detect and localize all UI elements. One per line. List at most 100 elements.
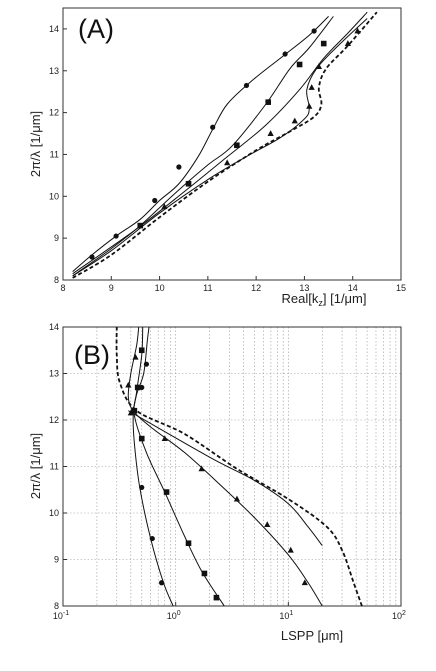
panel-a-square-marker: [265, 99, 272, 105]
panel-a-triangle-marker: [267, 130, 274, 136]
panel-b-y-tick-label: 12: [49, 415, 59, 425]
panel-b-y-tick-label: 8: [54, 601, 59, 611]
panel-b-label: (B): [74, 340, 110, 370]
panel-a-x-tick-label: 15: [396, 283, 406, 293]
panel-a-y-tick-label: 12: [49, 108, 59, 118]
panel-a-x-tick-label: 13: [299, 283, 309, 293]
panel-b-series: [115, 326, 363, 607]
panel-a-y-tick-label: 9: [54, 233, 59, 243]
panel-b-circle-marker: [143, 361, 150, 367]
panel-b-triangle-marker: [264, 521, 271, 528]
panel-a-y-tick-label: 10: [49, 191, 59, 201]
panel-b-triangle-marker: [161, 435, 168, 441]
panel-b-square-marker: [163, 489, 170, 495]
panel-a-series-line: [72, 16, 329, 273]
panel-b-triangle-marker: [233, 495, 241, 502]
panel-a-circle-marker: [176, 164, 182, 170]
panel-a-circle-marker: [152, 197, 158, 204]
panel-b-square-marker: [213, 594, 220, 601]
panel-a-square-marker: [234, 142, 240, 149]
panel-b-x-axis-label: LSPP [μm]: [281, 628, 343, 643]
panel-a-x-tick-label: 8: [60, 283, 65, 293]
panel-b-square-marker: [138, 347, 145, 354]
panel-b-circle-marker: [158, 580, 165, 586]
panel-a-x-axis-label-subscript: z: [318, 298, 323, 308]
panel-a-series: [72, 11, 378, 279]
panel-a-x-tick-label: 9: [109, 283, 114, 293]
panel-b-x-tick-base: 10: [53, 611, 63, 621]
panel-a-series-line: [72, 16, 334, 277]
panel-a-ticks: 8 9 10 11 12 13 14 15 8 9 10 11 12 13 14: [49, 24, 406, 293]
panel-a-plot-frame: [62, 7, 402, 281]
panel-a-series-line: [72, 11, 378, 279]
panel-b-y-axis-label: 2π/λ [1/μm]: [28, 433, 43, 499]
panel-a-x-axis-label-unit: ] [1/μm]: [323, 291, 367, 306]
panel-a-y-tick-label: 14: [49, 24, 59, 34]
panel-b-circle-marker: [149, 535, 155, 542]
panel-b-x-tick-exponent: 0: [177, 610, 181, 617]
panel-a-triangle-marker: [308, 84, 315, 90]
panel-b-y-tick-label: 9: [54, 555, 59, 565]
panel-a-x-axis-label-main: Real[k: [282, 291, 319, 306]
panel-a-triangle-marker: [161, 203, 168, 210]
panel-b-x-tick-exponent: 1: [289, 610, 293, 617]
panel-b-y-tick-label: 11: [50, 462, 59, 472]
panel-b-square-marker: [138, 435, 145, 442]
panel-b-y-tick-label: 10: [49, 508, 59, 518]
panel-a-x-tick-label: 14: [348, 283, 358, 293]
panel-a-triangle-marker: [224, 159, 231, 166]
panel-b-x-tick-base: 10: [392, 611, 402, 621]
panel-a-y-tick-label: 8: [54, 275, 59, 285]
panel-b-y-tick-label: 14: [49, 322, 59, 332]
panel-a-triangle-marker: [306, 102, 313, 109]
panel-b-x-tick-label: 102: [392, 610, 406, 621]
panel-a-circle-marker: [113, 233, 119, 239]
panel-a-x-tick-label: 11: [203, 283, 212, 293]
panel-b-series-line: [128, 410, 323, 546]
panel-b-square-marker: [201, 570, 208, 577]
panel-b-circle-marker: [139, 484, 145, 491]
panel-a-square-marker: [296, 61, 303, 68]
panel-b-x-tick-label: 101: [279, 610, 293, 621]
panel-a-series-line: [72, 11, 368, 275]
panel-a-circle-marker: [243, 82, 250, 89]
panel-b-triangle-marker: [132, 353, 139, 360]
panel-b-series-line: [132, 326, 174, 607]
panel-a-y-tick-label: 11: [50, 149, 59, 159]
panel-b-triangle-marker: [287, 546, 294, 553]
panel-a-chart: 8 9 10 11 12 13 14 15 8 9 10 11 12 13 14 (A) 2π/λ [1/μ…: [28, 7, 406, 308]
panel-a-label: (A): [78, 14, 114, 44]
panel-b-square-marker: [131, 407, 138, 414]
panel-a-triangle-marker: [315, 63, 323, 69]
panel-a-y-tick-label: 13: [49, 66, 59, 76]
panel-a-circle-marker: [210, 124, 216, 130]
panel-a-square-marker: [185, 180, 192, 187]
panel-b-x-tick-label: 10-1: [53, 610, 69, 621]
panel-a-triangle-marker: [344, 40, 351, 46]
panel-b-series-line: [115, 326, 363, 607]
panel-b-x-tick-exponent: 2: [402, 610, 406, 617]
panel-b-x-tick-base: 10: [279, 611, 289, 621]
panel-b-triangle-marker: [125, 381, 132, 388]
panel-a-circle-marker: [282, 51, 288, 57]
panel-a-square-marker: [320, 40, 327, 47]
panel-b-grid: [63, 327, 401, 606]
panel-b-square-marker: [185, 540, 192, 547]
panel-a-circle-marker: [311, 28, 317, 34]
panel-a-x-tick-label: 10: [155, 283, 165, 293]
panel-b-triangle-marker: [198, 465, 205, 472]
panel-b-x-tick-base: 10: [167, 611, 177, 621]
panel-a-x-tick-label: 12: [251, 283, 261, 293]
panel-b-triangle-marker: [301, 579, 308, 586]
panel-b-x-tick-exponent: -1: [63, 610, 69, 617]
panel-a-circle-marker: [89, 254, 95, 260]
panel-b-y-tick-label: 13: [49, 369, 59, 379]
panel-b-series-line: [133, 326, 225, 607]
panel-b-x-tick-label: 100: [167, 610, 181, 621]
panel-a-y-axis-label: 2π/λ [1/μm]: [28, 111, 43, 177]
panel-a-triangle-marker: [291, 117, 298, 124]
panel-a-x-axis-label: Real[kz] [1/μm]: [282, 291, 367, 308]
